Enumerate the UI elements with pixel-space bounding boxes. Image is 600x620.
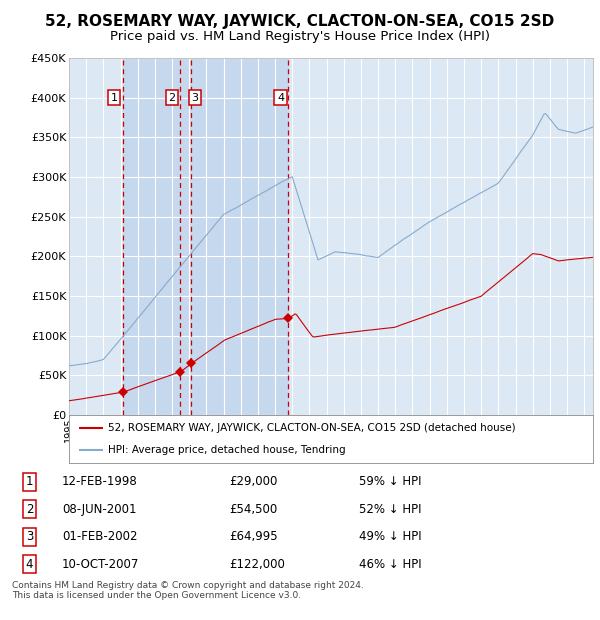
Text: 4: 4 <box>277 92 284 103</box>
Text: £122,000: £122,000 <box>229 558 286 571</box>
Text: HPI: Average price, detached house, Tendring: HPI: Average price, detached house, Tend… <box>108 445 346 455</box>
Text: 01-FEB-2002: 01-FEB-2002 <box>62 530 137 543</box>
Text: 46% ↓ HPI: 46% ↓ HPI <box>359 558 421 571</box>
Text: 1: 1 <box>110 92 118 103</box>
Text: 3: 3 <box>26 530 33 543</box>
Bar <box>122 58 289 415</box>
Text: 52, ROSEMARY WAY, JAYWICK, CLACTON-ON-SEA, CO15 2SD (detached house): 52, ROSEMARY WAY, JAYWICK, CLACTON-ON-SE… <box>108 423 516 433</box>
Text: 49% ↓ HPI: 49% ↓ HPI <box>359 530 421 543</box>
Text: 59% ↓ HPI: 59% ↓ HPI <box>359 476 421 489</box>
Text: £54,500: £54,500 <box>229 503 278 516</box>
Text: 4: 4 <box>26 558 33 571</box>
Text: 10-OCT-2007: 10-OCT-2007 <box>62 558 139 571</box>
Text: 52% ↓ HPI: 52% ↓ HPI <box>359 503 421 516</box>
Text: 12-FEB-1998: 12-FEB-1998 <box>62 476 137 489</box>
Text: Contains HM Land Registry data © Crown copyright and database right 2024.
This d: Contains HM Land Registry data © Crown c… <box>12 581 364 601</box>
Text: Price paid vs. HM Land Registry's House Price Index (HPI): Price paid vs. HM Land Registry's House … <box>110 30 490 43</box>
Text: 08-JUN-2001: 08-JUN-2001 <box>62 503 136 516</box>
Text: 2: 2 <box>26 503 33 516</box>
Text: 3: 3 <box>191 92 199 103</box>
Text: £29,000: £29,000 <box>229 476 278 489</box>
Text: £64,995: £64,995 <box>229 530 278 543</box>
Text: 52, ROSEMARY WAY, JAYWICK, CLACTON-ON-SEA, CO15 2SD: 52, ROSEMARY WAY, JAYWICK, CLACTON-ON-SE… <box>46 14 554 29</box>
Text: 2: 2 <box>169 92 175 103</box>
Text: 1: 1 <box>26 476 33 489</box>
